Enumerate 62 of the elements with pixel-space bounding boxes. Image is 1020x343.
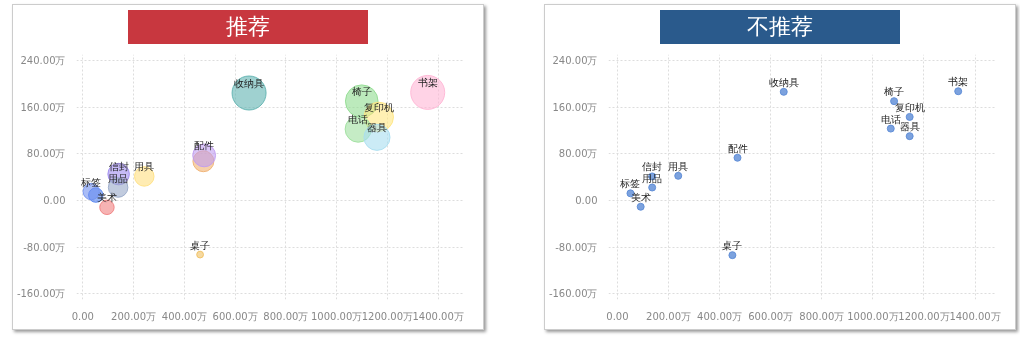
y-tick-label: 80.00万 [558, 148, 598, 160]
point [886, 124, 895, 133]
chart-title: 推荐 [226, 13, 270, 41]
y-tick-label: 240.00万 [20, 54, 66, 66]
annotation: 配件 [727, 142, 748, 154]
x-tick-label: 400.00万 [161, 310, 207, 322]
x-tick-label: 1400.00万 [412, 310, 464, 322]
point [636, 202, 645, 211]
annotation: 用具 [668, 160, 689, 172]
annotation: 复印机 [894, 101, 925, 113]
x-tick-label: 1200.00万 [898, 310, 950, 322]
x-tick-label: 0.00 [71, 310, 94, 322]
annotation: 书架 [948, 76, 969, 88]
y-tick-label: -80.00万 [555, 241, 598, 253]
point [648, 183, 657, 192]
y-tick-label: -160.00万 [16, 288, 66, 300]
x-tick-label: 1000.00万 [847, 310, 899, 322]
x-tick-label: 800.00万 [263, 310, 309, 322]
x-tick-label: 200.00万 [646, 310, 692, 322]
annotation: 配件 [194, 140, 215, 152]
y-tick-label: 80.00万 [26, 148, 66, 160]
y-tick-label: 0.00 [575, 194, 598, 206]
annotation: 电话 [348, 114, 369, 126]
y-tick-label: 160.00万 [20, 101, 66, 113]
annotation: 桌子 [722, 240, 743, 252]
chart-title: 不推荐 [747, 13, 813, 41]
annotation: 书架 [417, 77, 438, 89]
annotation: 用品 [642, 172, 663, 184]
annotation: 复印机 [363, 101, 394, 113]
point [905, 132, 914, 141]
annotation: 收纳具 [768, 76, 799, 88]
annotation: 电话 [880, 113, 901, 125]
x-tick-label: 800.00万 [799, 310, 845, 322]
annotation: 桌子 [190, 239, 211, 251]
annotation: 信封 [108, 161, 129, 173]
annotation: 椅子 [351, 86, 372, 98]
annotation: 收纳具 [234, 78, 265, 89]
annotation: 器具 [366, 122, 387, 134]
annotation: 美术 [96, 192, 117, 204]
y-tick-label: -80.00万 [23, 241, 66, 253]
annotation: 标签 [80, 176, 102, 188]
x-tick-label: 200.00万 [111, 310, 157, 322]
annotation: 标签 [619, 178, 641, 190]
x-tick-label: 1200.00万 [361, 310, 414, 322]
x-tick-label: 600.00万 [748, 310, 794, 322]
annotation: 用品 [108, 172, 129, 184]
y-tick-label: 160.00万 [552, 101, 598, 113]
y-tick-label: 240.00万 [552, 54, 598, 66]
point [728, 251, 737, 260]
y-tick-label: -160.00万 [548, 288, 598, 300]
x-tick-label: 1000.00万 [310, 310, 363, 322]
annotation: 器具 [899, 121, 920, 133]
x-tick-label: 0.00 [606, 310, 629, 322]
x-tick-label: 600.00万 [212, 310, 258, 322]
x-tick-label: 400.00万 [697, 310, 743, 322]
annotation: 美术 [630, 191, 651, 203]
point [954, 87, 963, 96]
annotation: 信封 [642, 161, 663, 173]
x-tick-label: 1400.00万 [949, 310, 1001, 322]
annotation: 用具 [134, 161, 155, 173]
annotation: 椅子 [884, 86, 905, 98]
y-tick-label: 0.00 [43, 194, 66, 206]
